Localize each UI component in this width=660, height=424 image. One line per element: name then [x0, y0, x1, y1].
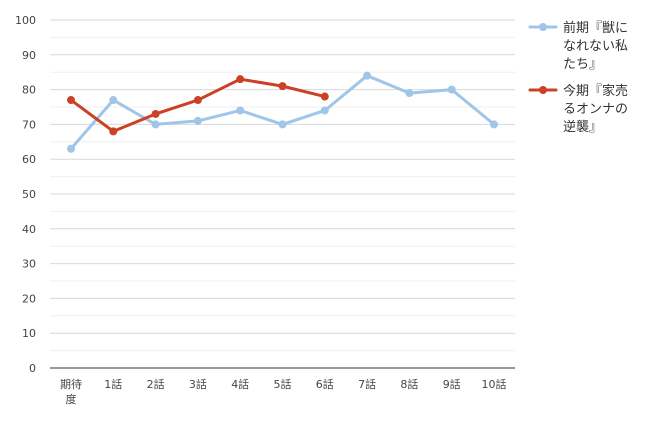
series-lines [67, 71, 498, 153]
legend-label: 前期『獣になれない私たち』 [563, 20, 628, 72]
x-tick-label: 5話 [274, 377, 292, 391]
x-tick-line: 4話 [231, 377, 249, 391]
data-point [193, 96, 202, 105]
legend-label: 今期『家売るオンナの逆襲』 [563, 83, 628, 135]
y-tick-label: 20 [22, 292, 36, 305]
data-point [236, 106, 245, 115]
series-2 [67, 75, 329, 136]
legend-label-line: たち』 [563, 57, 602, 72]
data-point [278, 82, 287, 91]
legend-label-line: 前期『獣に [563, 20, 628, 36]
data-point [109, 96, 118, 105]
y-tick-label: 70 [22, 118, 36, 131]
y-tick-label: 0 [29, 362, 36, 375]
x-axis: 期待度 1話 2話 3話 4話 5話 6話 7話 8話 9話 10話 [50, 367, 515, 406]
data-point [193, 116, 202, 125]
x-tick-line: 度 [66, 392, 77, 406]
series-1 [67, 71, 498, 153]
x-tick-line: 10話 [482, 377, 507, 391]
y-tick-label: 100 [15, 14, 36, 27]
data-point [320, 92, 329, 101]
x-tick-line: 6話 [316, 377, 334, 391]
x-tick-line: 9話 [443, 377, 461, 391]
data-point [447, 85, 456, 94]
y-tick-label: 80 [22, 84, 36, 97]
y-tick-label: 40 [22, 223, 36, 236]
x-tick-label: 6話 [316, 377, 334, 391]
legend-marker [539, 23, 547, 31]
x-tick-line: 5話 [274, 377, 292, 391]
gridlines [50, 19, 515, 352]
y-tick-label: 90 [22, 49, 36, 62]
y-axis: 0 10 20 30 40 50 60 70 80 90 100 [15, 14, 36, 375]
x-tick-line: 7話 [358, 377, 376, 391]
x-tick-line: 8話 [400, 377, 418, 391]
legend-marker [539, 86, 547, 94]
data-point [151, 120, 160, 129]
x-tick-label: 8話 [400, 377, 418, 391]
x-tick-label: 10話 [482, 377, 507, 391]
x-tick-label: 2話 [147, 377, 165, 391]
legend-label-line: 逆襲』 [563, 119, 602, 135]
x-tick-label: 9話 [443, 377, 461, 391]
x-tick-line: 1話 [104, 377, 122, 391]
x-tick-line: 期待 [60, 377, 82, 391]
y-tick-label: 50 [22, 188, 36, 201]
y-tick-label: 30 [22, 258, 36, 271]
data-point [151, 109, 160, 118]
y-tick-label: 60 [22, 153, 36, 166]
legend-label-line: なれない私 [563, 39, 628, 54]
data-point [405, 89, 414, 98]
legend: 前期『獣になれない私たち』今期『家売るオンナの逆襲』 [528, 20, 628, 135]
x-tick-label: 3話 [189, 377, 207, 391]
x-tick-label: 期待度 [60, 377, 82, 406]
legend-item: 今期『家売るオンナの逆襲』 [528, 83, 628, 135]
x-tick-label: 1話 [104, 377, 122, 391]
data-point [236, 75, 245, 84]
x-tick-line: 3話 [189, 377, 207, 391]
data-point [363, 71, 372, 80]
data-point [278, 120, 287, 129]
x-tick-label: 4話 [231, 377, 249, 391]
data-point [320, 106, 329, 115]
data-point [490, 120, 498, 129]
x-tick-line: 2話 [147, 377, 165, 391]
x-tick-label: 7話 [358, 377, 376, 391]
y-tick-label: 10 [22, 327, 36, 340]
data-point [67, 144, 75, 153]
legend-label-line: 今期『家売 [563, 83, 628, 99]
data-point [67, 96, 75, 105]
legend-label-line: るオンナの [563, 102, 628, 117]
data-point [109, 127, 118, 136]
legend-item: 前期『獣になれない私たち』 [528, 20, 628, 72]
